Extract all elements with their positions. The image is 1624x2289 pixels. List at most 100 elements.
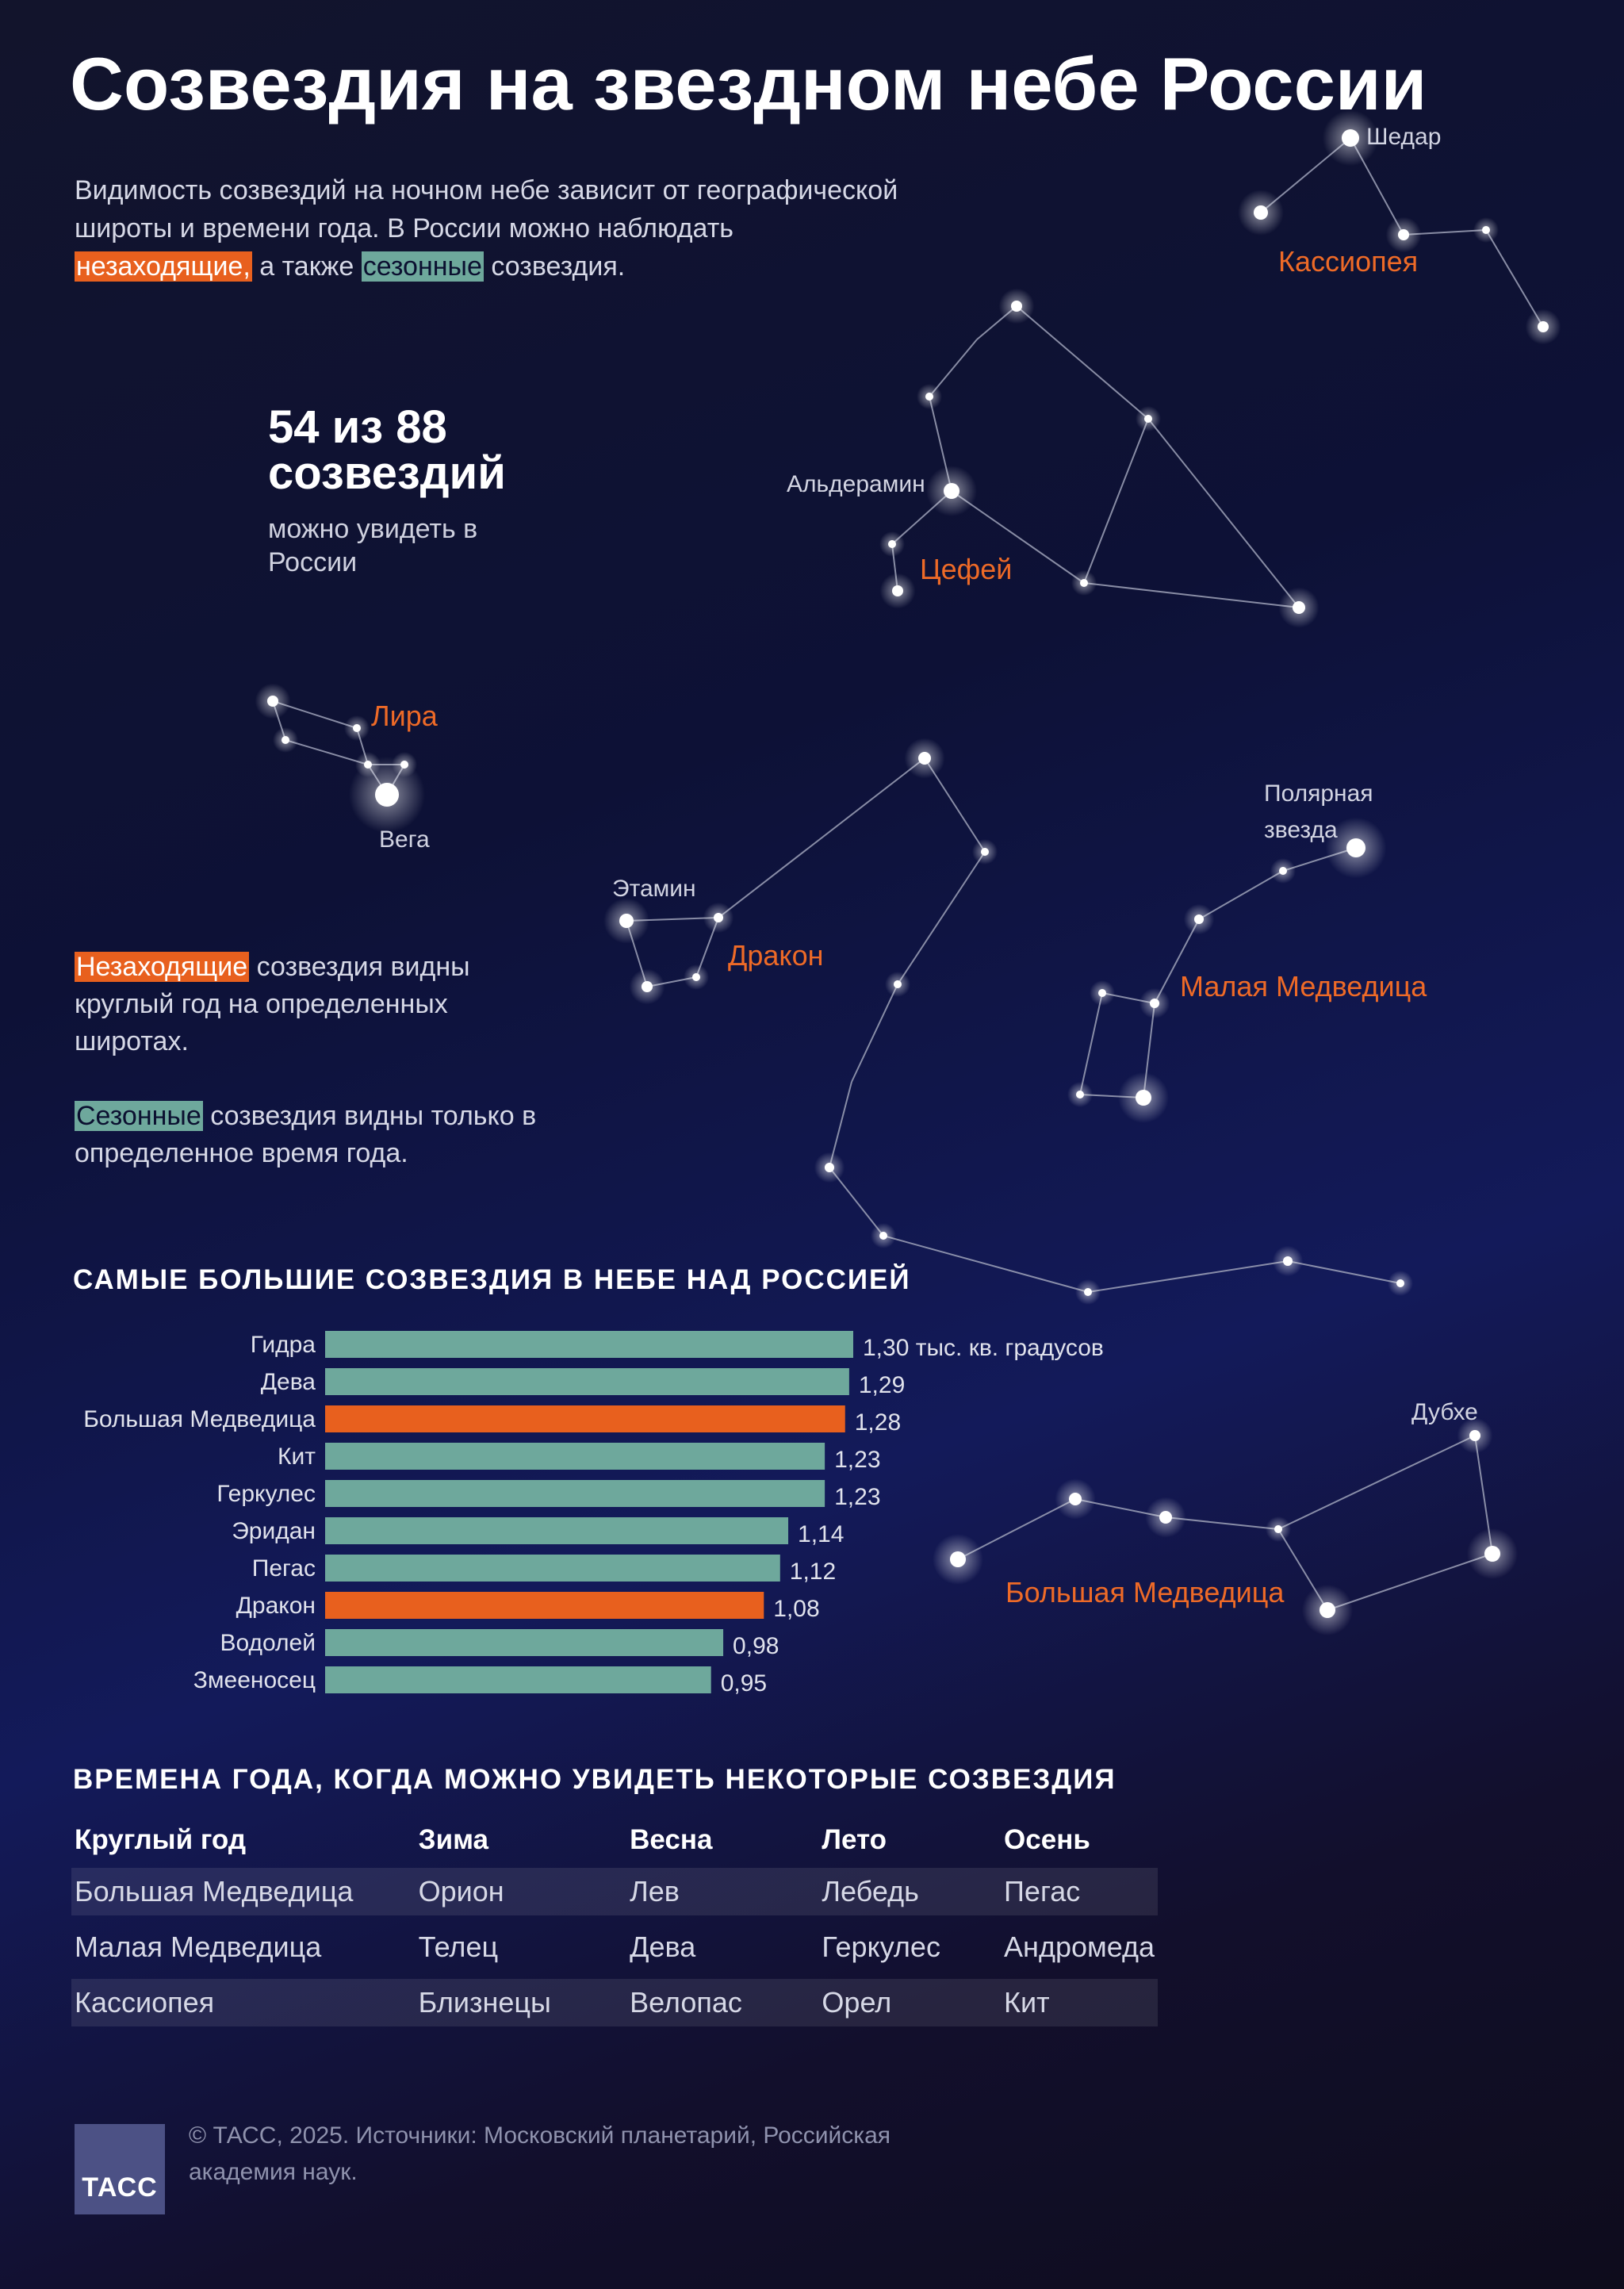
intro-part3: созвездия. — [491, 251, 626, 282]
constellation-line — [951, 490, 1085, 584]
bar-value-label: 1,08 — [773, 1596, 819, 1622]
bar-category-label: Дева — [261, 1369, 316, 1395]
star — [1098, 989, 1106, 997]
intro-text: Видимость созвездий на ночном небе завис… — [75, 171, 915, 286]
constellation-line — [1087, 1260, 1289, 1293]
table-cell: Геркулес — [822, 1931, 940, 1963]
constellation-line — [1277, 1435, 1476, 1530]
star — [1398, 229, 1409, 240]
table-cell: Большая Медведица — [71, 1868, 416, 1915]
constellation-line — [285, 739, 369, 765]
constellation-line — [718, 757, 925, 918]
star — [1254, 205, 1268, 220]
star — [1482, 226, 1490, 234]
legend-seasonal-term: Сезонные — [75, 1101, 203, 1131]
constellation-line — [897, 851, 986, 985]
star — [353, 724, 361, 732]
star — [950, 1551, 966, 1567]
header-autumn: Осень — [1004, 1824, 1090, 1855]
seasons-header-row: Круглый год Зима Весна Лето Осень — [71, 1812, 1158, 1868]
header-spring: Весна — [630, 1824, 713, 1855]
stat-word: созвездий — [268, 447, 506, 499]
highlight-seasonal: сезонные — [361, 251, 484, 282]
intro-part1: Видимость созвездий на ночном небе завис… — [75, 175, 898, 243]
star — [642, 981, 653, 992]
seasons-section-title: ВРЕМЕНА ГОДА, КОГДА МОЖНО УВИДЕТЬ НЕКОТО… — [73, 1764, 1116, 1795]
constellation-name-lyra: Лира — [371, 700, 439, 732]
star — [282, 736, 289, 744]
constellation-line — [1198, 870, 1284, 920]
star — [692, 973, 700, 981]
legend-nonsetting-text: созвездия видны круглый год на определен… — [75, 952, 470, 1056]
star — [1469, 1430, 1480, 1441]
star — [1194, 914, 1204, 924]
star — [925, 393, 933, 401]
star — [1283, 1256, 1293, 1266]
table-cell: Близнецы — [415, 1979, 627, 2026]
star — [1484, 1546, 1500, 1562]
constellation-line — [1485, 229, 1544, 328]
table-cell: Кит — [1001, 1979, 1158, 2026]
star — [894, 980, 902, 988]
star — [1346, 838, 1365, 857]
star — [888, 540, 896, 548]
page-title: Созвездия на звездном небе России — [70, 42, 1427, 125]
star-label-polaris-2: звезда — [1264, 817, 1338, 843]
table-cell: Орион — [415, 1868, 627, 1915]
star — [375, 783, 399, 807]
bar-chart: Гидра 1,30 тыс. кв. градусов Дева 1,29 Больш… — [83, 1331, 1104, 1697]
legend-seasonal: Сезонные созвездия видны только в опреде… — [75, 1098, 550, 1172]
bar-value-label: 1,30 тыс. кв. градусов — [863, 1335, 1104, 1361]
constellation-line — [1079, 992, 1103, 1095]
bar-category-label: Водолей — [220, 1630, 316, 1656]
star — [981, 848, 989, 856]
table-row: Большая Медведица Орион Лев Лебедь Пегас — [71, 1868, 1158, 1915]
star-label-etamin: Этамин — [612, 876, 696, 902]
bar-value-label: 0,95 — [721, 1670, 767, 1697]
constellation-line — [1016, 305, 1149, 420]
bar-section-title: САМЫЕ БОЛЬШИЕ СОЗВЕЗДИЯ В НЕБЕ НАД РОССИ… — [73, 1264, 911, 1295]
bar-category-label: Эридан — [232, 1518, 316, 1544]
header-summer: Лето — [822, 1824, 887, 1855]
table-cell: Лев — [626, 1868, 819, 1915]
table-cell: Кассиопея — [71, 1979, 416, 2026]
star — [1274, 1525, 1282, 1533]
bar — [325, 1331, 853, 1358]
bar — [325, 1368, 849, 1395]
table-cell: Дева — [630, 1931, 696, 1963]
star — [1159, 1511, 1172, 1524]
star — [1076, 1091, 1084, 1098]
tass-logo: ТАСС — [75, 2124, 165, 2214]
bar-category-label: Пегас — [252, 1555, 316, 1582]
star — [714, 913, 723, 922]
star — [1144, 415, 1152, 423]
bar-category-label: Змееносец — [193, 1667, 316, 1693]
bar-category-label: Дракон — [236, 1593, 316, 1619]
bar-category-label: Геркулес — [216, 1481, 316, 1507]
star-label-dubhe: Дубхе — [1411, 1399, 1478, 1425]
legend-seasonal-text: созвездия видны только в определенное вр… — [75, 1101, 537, 1168]
header-all-year: Круглый год — [75, 1824, 247, 1855]
bar-value-label: 1,23 — [834, 1447, 880, 1473]
star — [619, 914, 634, 928]
constellation-name-draco: Дракон — [728, 939, 823, 972]
bar-category-label: Большая Медведица — [83, 1406, 316, 1432]
header-winter: Зима — [418, 1824, 488, 1855]
bar — [325, 1405, 845, 1432]
stat-subtitle: можно увидеть в России — [268, 514, 478, 577]
highlight-nonsetting: незаходящие, — [75, 251, 252, 282]
legend-nonsetting-term: Незаходящие — [75, 952, 250, 982]
star-label-shedar: Шедар — [1366, 124, 1441, 150]
star — [1080, 579, 1088, 587]
bar — [325, 1517, 789, 1544]
constellation-name-ursa-minor: Малая Медведица — [1180, 970, 1427, 1003]
stat-number: 54 из 88 — [268, 401, 447, 453]
bar — [325, 1629, 724, 1656]
star — [1084, 1288, 1092, 1296]
bar — [325, 1555, 780, 1582]
constellation-line — [851, 983, 898, 1083]
table-cell: Велопас — [626, 1979, 819, 2026]
star-label-alderamin: Альдерамин — [787, 471, 925, 497]
star — [267, 696, 278, 707]
star — [1150, 999, 1159, 1008]
